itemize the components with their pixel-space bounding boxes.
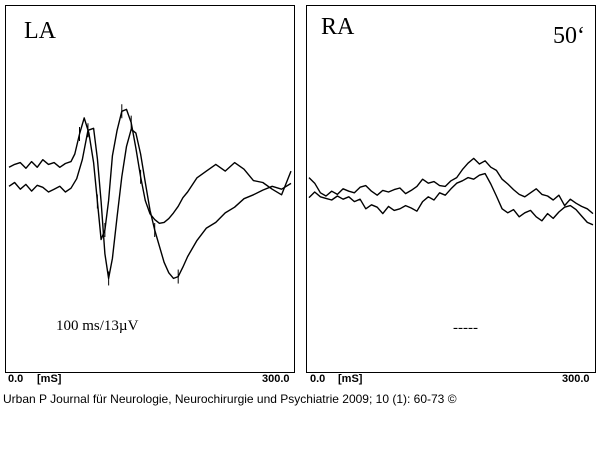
la-plot — [8, 104, 292, 286]
series-line-2 — [8, 127, 292, 280]
scale-bar-label: 100 ms/13µV — [56, 318, 139, 334]
x-tick-min-ra: 0.0 — [310, 373, 326, 385]
panel-la: LA 100 ms/13µV — [5, 5, 295, 373]
scale-bar-label-ra: ----- — [453, 320, 478, 336]
x-tick-max-ra: 300.0 — [562, 373, 590, 385]
panel-label-la: LA — [24, 18, 56, 44]
series-line-1 — [308, 157, 594, 215]
time-label: 50‘ — [553, 23, 585, 49]
citation: Urban P Journal für Neurologie, Neurochi… — [3, 392, 457, 406]
x-axis-unit-la: [mS] — [37, 373, 62, 385]
panel-ra: RA 50‘ ----- — [306, 5, 596, 373]
x-axis-unit-ra: [mS] — [338, 373, 363, 385]
ra-plot — [308, 157, 594, 226]
series-line-2 — [308, 172, 594, 226]
series-line-1 — [8, 108, 292, 241]
panel-label-ra: RA — [321, 14, 355, 40]
x-tick-min-la: 0.0 — [8, 373, 24, 385]
x-tick-max-la: 300.0 — [262, 373, 290, 385]
